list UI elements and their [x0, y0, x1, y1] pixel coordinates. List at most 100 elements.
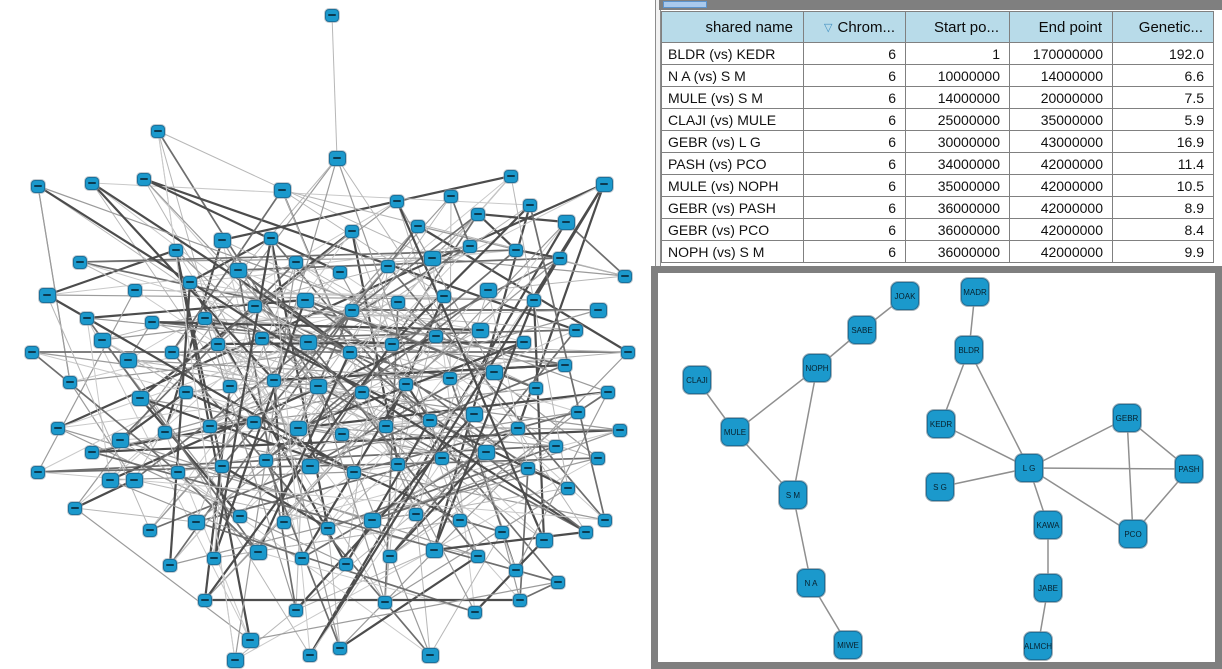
filter-icon[interactable]: ▽	[824, 21, 833, 34]
edge-NOPH--S-M[interactable]	[792, 367, 818, 496]
cell-end-point[interactable]: 14000000	[1009, 64, 1113, 87]
overview-node-1[interactable]	[328, 150, 346, 166]
overview-node-106[interactable]	[409, 507, 423, 521]
overview-node-23[interactable]	[25, 345, 39, 359]
table-row[interactable]: PASH (vs) PCO 6 34000000 42000000 11.4	[661, 152, 1214, 175]
overview-node-33[interactable]	[229, 262, 247, 278]
table-horizontal-scrollbar[interactable]	[659, 0, 1222, 10]
overview-node-101[interactable]	[187, 514, 205, 530]
overview-node-47[interactable]	[391, 295, 405, 309]
overview-node-15[interactable]	[264, 231, 278, 245]
overview-node-19[interactable]	[31, 179, 45, 193]
overview-node-25[interactable]	[93, 332, 111, 348]
overview-node-111[interactable]	[163, 558, 177, 572]
overview-node-58[interactable]	[343, 345, 357, 359]
overview-node-18[interactable]	[618, 269, 632, 283]
overview-node-98[interactable]	[521, 461, 535, 475]
overview-node-31[interactable]	[128, 283, 142, 297]
cell-end-point[interactable]: 42000000	[1009, 196, 1113, 219]
overview-node-102[interactable]	[233, 509, 247, 523]
node-miwe[interactable]: MIWE	[834, 631, 862, 659]
overview-node-4[interactable]	[137, 172, 151, 186]
overview-node-6[interactable]	[390, 194, 404, 208]
overview-node-93[interactable]	[301, 458, 319, 474]
cell-chromosome[interactable]: 6	[803, 218, 906, 241]
overview-node-76[interactable]	[613, 423, 627, 437]
cell-shared-name[interactable]: MULE (vs) S M	[661, 86, 804, 109]
overview-node-69[interactable]	[309, 378, 327, 394]
scrollbar-thumb[interactable]	[663, 1, 707, 8]
overview-node-115[interactable]	[339, 557, 353, 571]
overview-node-119[interactable]	[509, 563, 523, 577]
cell-genetic-distance[interactable]: 11.4	[1112, 152, 1214, 175]
overview-node-104[interactable]	[321, 521, 335, 535]
overview-node-27[interactable]	[85, 445, 99, 459]
table-row[interactable]: NOPH (vs) S M 6 36000000 42000000 9.9	[661, 240, 1214, 263]
table-row[interactable]: MULE (vs) S M 6 14000000 20000000 7.5	[661, 86, 1214, 109]
cell-genetic-distance[interactable]: 5.9	[1112, 108, 1214, 131]
overview-node-49[interactable]	[479, 282, 497, 298]
overview-node-91[interactable]	[215, 459, 229, 473]
overview-node-79[interactable]	[203, 419, 217, 433]
table-row[interactable]: GEBR (vs) PASH 6 36000000 42000000 8.9	[661, 196, 1214, 219]
overview-node-7[interactable]	[444, 189, 458, 203]
overview-node-24[interactable]	[63, 375, 77, 389]
edge-L-G--PASH[interactable]	[1028, 467, 1190, 470]
panel-splitter[interactable]	[655, 0, 661, 266]
column-header-genetic-distance[interactable]: Genetic...	[1112, 11, 1214, 43]
edge-GEBR--PCO[interactable]	[1126, 417, 1134, 535]
cell-start-position[interactable]: 10000000	[905, 64, 1010, 87]
overview-node-54[interactable]	[165, 345, 179, 359]
node-pash[interactable]: PASH	[1175, 455, 1203, 483]
overview-node-96[interactable]	[435, 451, 449, 465]
cell-end-point[interactable]: 170000000	[1009, 42, 1113, 65]
overview-node-121[interactable]	[241, 632, 259, 648]
overview-node-32[interactable]	[183, 275, 197, 289]
overview-node-29[interactable]	[101, 472, 119, 488]
overview-node-34[interactable]	[289, 255, 303, 269]
overview-node-77[interactable]	[111, 432, 129, 448]
overview-node-117[interactable]	[425, 542, 443, 558]
overview-node-108[interactable]	[495, 525, 509, 539]
overview-node-129[interactable]	[226, 652, 244, 668]
overview-node-124[interactable]	[378, 595, 392, 609]
overview-node-38[interactable]	[463, 239, 477, 253]
node-pco[interactable]: PCO	[1119, 520, 1147, 548]
cell-start-position[interactable]: 34000000	[905, 152, 1010, 175]
overview-node-13[interactable]	[213, 232, 231, 248]
overview-node-120[interactable]	[198, 593, 212, 607]
overview-node-126[interactable]	[468, 605, 482, 619]
table-row[interactable]: MULE (vs) NOPH 6 35000000 42000000 10.5	[661, 174, 1214, 197]
overview-node-88[interactable]	[591, 451, 605, 465]
overview-node-42[interactable]	[145, 315, 159, 329]
cell-shared-name[interactable]: BLDR (vs) KEDR	[661, 42, 804, 65]
overview-node-81[interactable]	[289, 420, 307, 436]
overview-node-67[interactable]	[223, 379, 237, 393]
node-s-m[interactable]: S M	[779, 481, 807, 509]
node-madr[interactable]: MADR	[961, 278, 989, 306]
overview-node-0[interactable]	[325, 8, 339, 22]
overview-node-127[interactable]	[513, 593, 527, 607]
cell-genetic-distance[interactable]: 6.6	[1112, 64, 1214, 87]
node-jabe[interactable]: JABE	[1034, 574, 1062, 602]
overview-node-89[interactable]	[125, 472, 143, 488]
node-mule[interactable]: MULE	[721, 418, 749, 446]
node-l-g[interactable]: L G	[1015, 454, 1043, 482]
overview-node-64[interactable]	[601, 385, 615, 399]
overview-node-51[interactable]	[569, 323, 583, 337]
overview-node-85[interactable]	[465, 406, 483, 422]
overview-node-50[interactable]	[527, 293, 541, 307]
overview-node-103[interactable]	[277, 515, 291, 529]
overview-node-65[interactable]	[131, 390, 149, 406]
cell-end-point[interactable]: 42000000	[1009, 152, 1113, 175]
overview-node-86[interactable]	[511, 421, 525, 435]
cell-chromosome[interactable]: 6	[803, 240, 906, 263]
overview-node-21[interactable]	[38, 287, 56, 303]
node-kedr[interactable]: KEDR	[927, 410, 955, 438]
overview-node-60[interactable]	[429, 329, 443, 343]
overview-node-61[interactable]	[471, 322, 489, 338]
edge-L-G--GEBR[interactable]	[1028, 417, 1128, 469]
overview-node-107[interactable]	[453, 513, 467, 527]
overview-node-123[interactable]	[333, 641, 347, 655]
overview-node-71[interactable]	[399, 377, 413, 391]
